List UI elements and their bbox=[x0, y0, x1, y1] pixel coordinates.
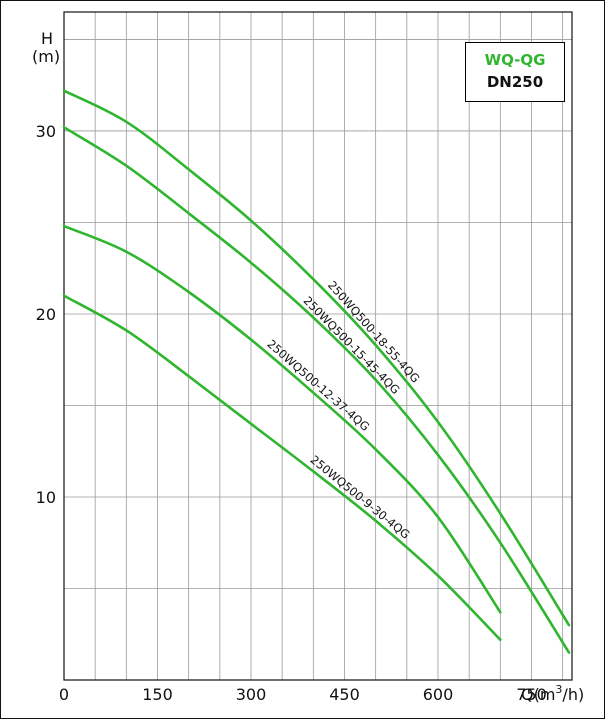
curve-line bbox=[62, 294, 502, 641]
curve-line bbox=[62, 89, 571, 627]
y-axis-title-h: H bbox=[41, 29, 53, 48]
curve-line bbox=[62, 224, 502, 614]
x-tick-label: 750 bbox=[516, 685, 547, 704]
x-axis-title-sup: 3 bbox=[555, 683, 562, 696]
performance-curves bbox=[62, 89, 571, 654]
y-tick-label: 20 bbox=[36, 305, 56, 324]
curve-line bbox=[62, 126, 571, 654]
x-tick-label: 150 bbox=[142, 685, 173, 704]
x-axis-title-tail: /h) bbox=[562, 685, 584, 704]
y-tick-label: 10 bbox=[36, 488, 56, 507]
axis-ticks: 0 150 300 450 600 750 10 20 30 bbox=[36, 122, 547, 704]
x-tick-label: 600 bbox=[423, 685, 454, 704]
x-axis-title: Q(m3/h) bbox=[521, 683, 584, 704]
plot-frame bbox=[63, 11, 573, 681]
x-axis-title-base: Q(m bbox=[521, 685, 555, 704]
grid bbox=[64, 12, 572, 680]
legend-series-title: WQ-QG bbox=[484, 51, 546, 69]
y-axis-title-unit: (m) bbox=[32, 47, 60, 66]
x-tick-label: 450 bbox=[329, 685, 360, 704]
x-tick-label: 0 bbox=[59, 685, 69, 704]
legend-box: WQ-QG DN250 bbox=[465, 42, 565, 102]
legend-size-label: DN250 bbox=[486, 73, 544, 91]
y-tick-label: 30 bbox=[36, 122, 56, 141]
x-tick-label: 300 bbox=[236, 685, 267, 704]
